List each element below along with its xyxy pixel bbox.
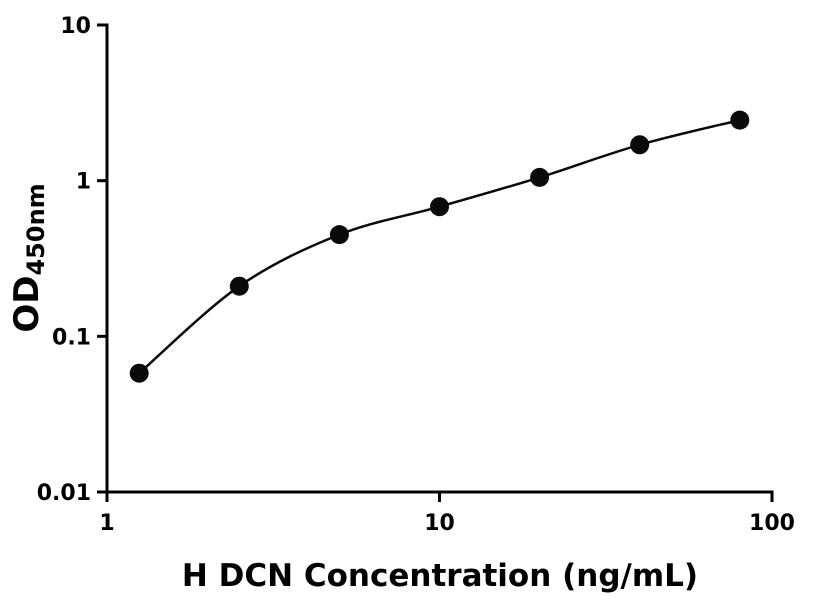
x-tick-label: 1 [99,511,114,536]
data-point [630,135,650,155]
data-point [530,167,550,187]
data-point [329,225,349,245]
y-axis-title: OD450nm [7,183,50,332]
data-point [430,197,449,217]
plot-area: 1 10 100 0.01 0.1 1 10 [37,14,795,536]
x-tick-label: 100 [749,511,795,536]
y-axis-title-main: OD [7,276,47,333]
axes-spines [105,23,774,494]
y-axis-title-sub: 450nm [22,183,50,275]
data-point [730,110,750,130]
x-axis-title: H DCN Concentration (ng/mL) [182,558,698,594]
y-tick-label: 1 [76,170,91,195]
data-point [129,363,149,383]
data-point [229,276,249,296]
x-tick-label: 10 [424,511,455,536]
y-tick-label: 0.1 [52,325,91,350]
fit-curve [138,118,741,375]
y-tick-label: 10 [60,14,91,39]
y-tick-label: 0.01 [37,481,91,506]
